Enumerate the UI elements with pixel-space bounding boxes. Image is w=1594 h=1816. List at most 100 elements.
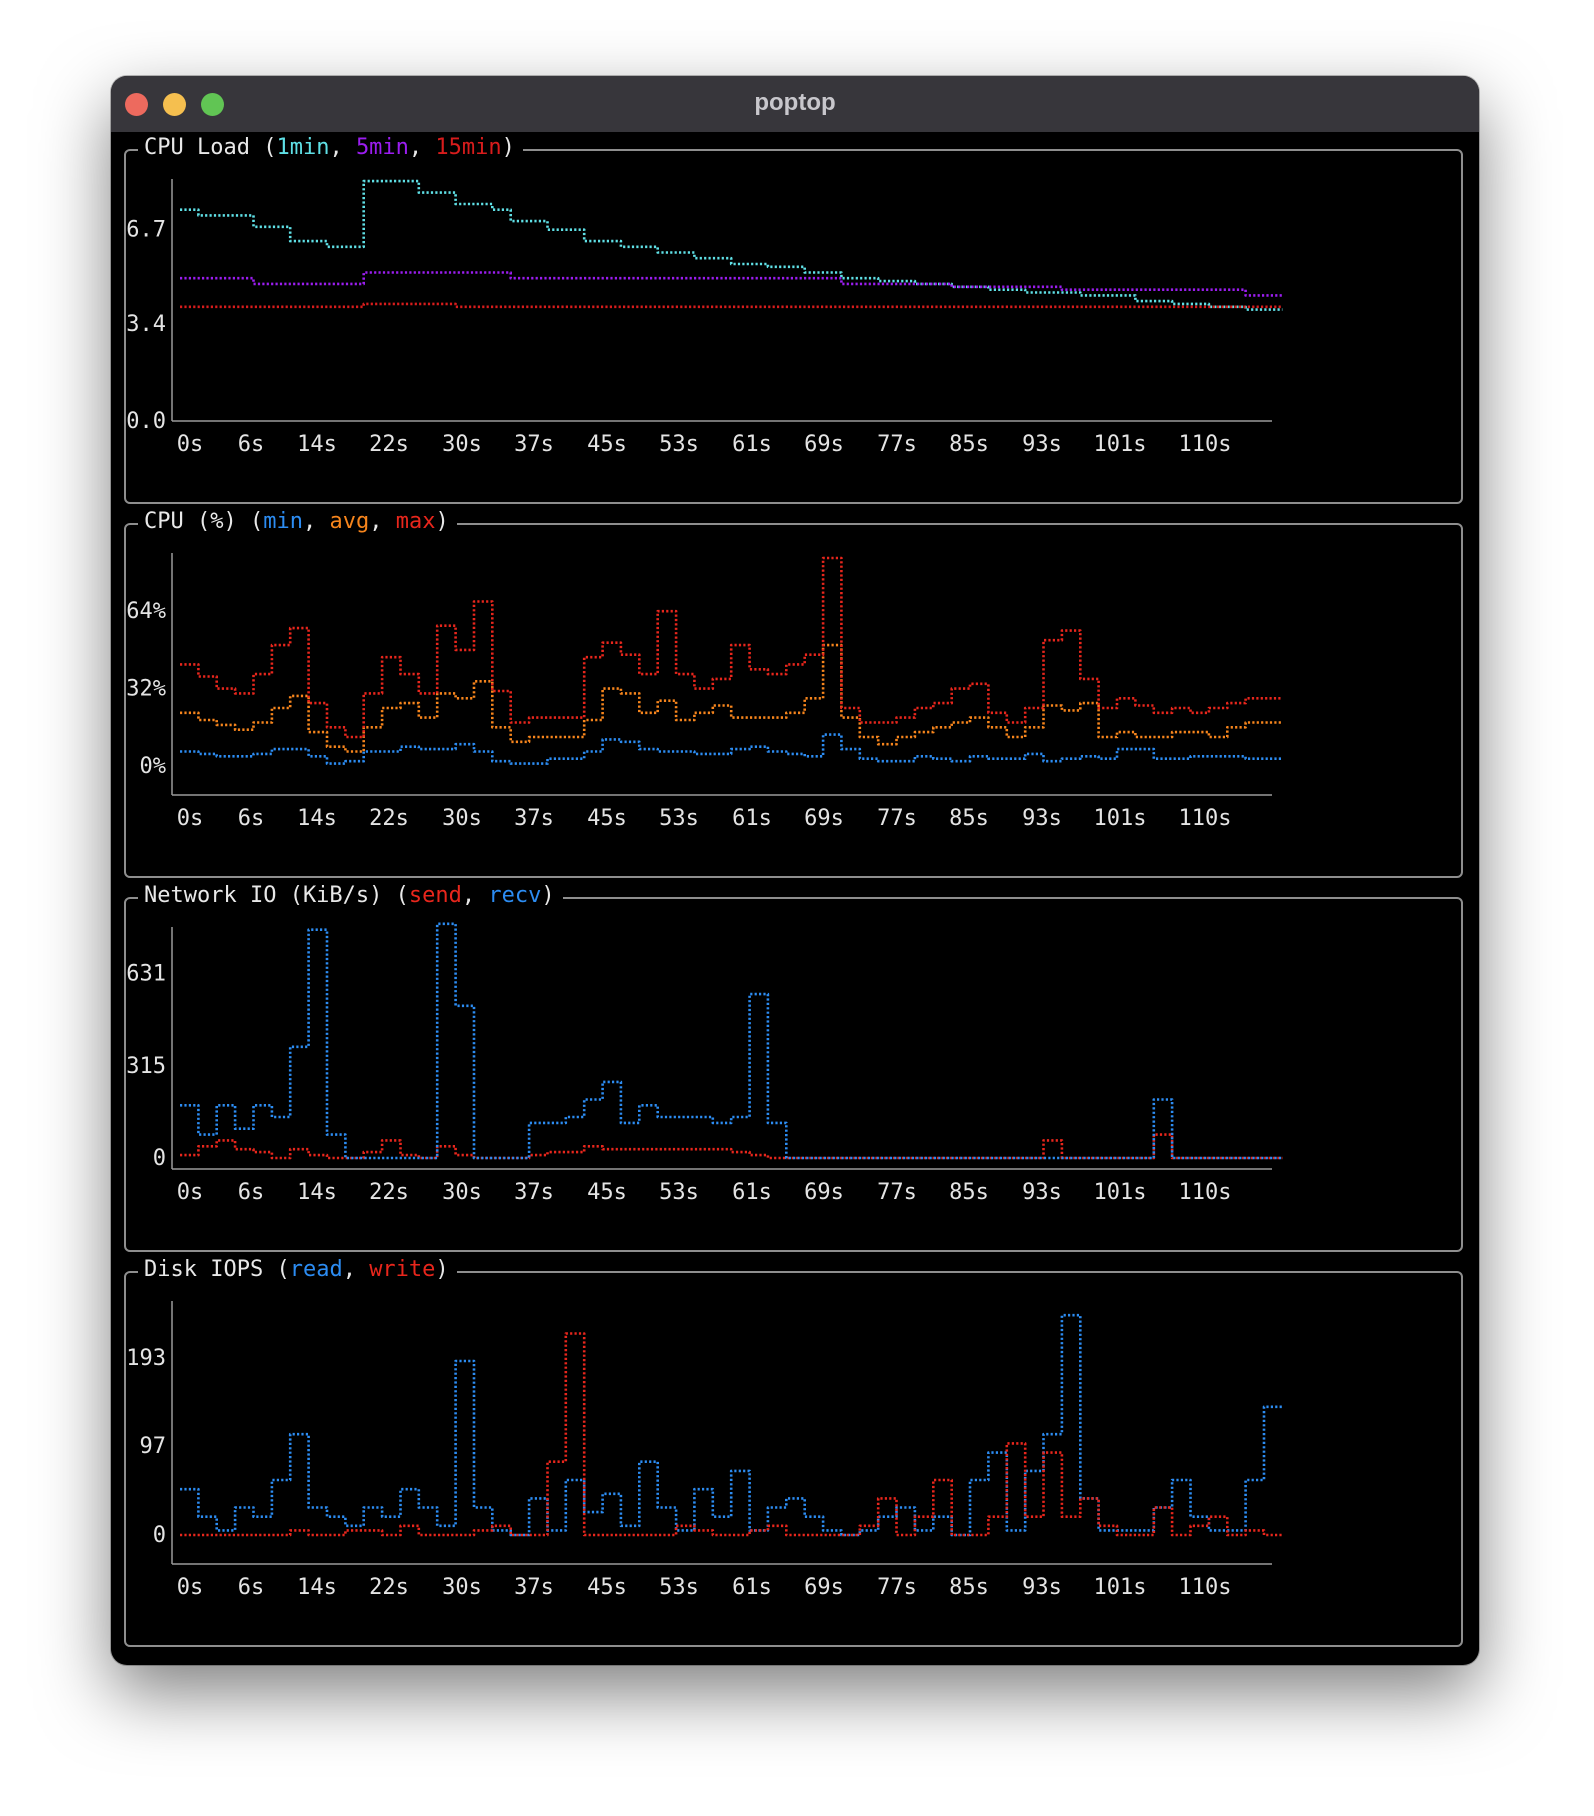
x-tick-label: 101s (1094, 1180, 1147, 1205)
x-tick-label: 37s (514, 432, 554, 457)
panel-cpu-load: CPU Load (1min, 5min, 15min) 0.0 3.4 6.7 0s… (124, 134, 1463, 504)
x-tick-label: 85s (949, 1180, 989, 1205)
x-tick-label: 101s (1094, 432, 1147, 457)
x-tick-label: 53s (659, 1180, 699, 1205)
series-min (180, 733, 1283, 765)
series-1min (180, 179, 1283, 311)
series-15min (180, 302, 1283, 309)
x-tick-label: 61s (732, 432, 772, 457)
series-max (180, 556, 1283, 739)
title-prefix: Disk IOPS ( (144, 1257, 290, 1282)
panel-title: Network IO (KiB/s) (send, recv) (138, 882, 563, 910)
x-tick-label: 85s (949, 432, 989, 457)
series-5min (180, 271, 1283, 297)
y-tick-label: 0.0 (126, 409, 166, 434)
x-tick-label: 6s (238, 806, 265, 831)
x-tick-label: 101s (1094, 1575, 1147, 1600)
x-tick-label: 14s (297, 1575, 337, 1600)
x-tick-label: 101s (1094, 806, 1147, 831)
x-tick-label: 45s (587, 806, 627, 831)
x-tick-label: 0s (177, 1180, 204, 1205)
panel-disk-iops: Disk IOPS (read, write) 0 97 193 0s 6s 14s 22s… (124, 1256, 1463, 1647)
x-tick-label: 110s (1179, 1180, 1232, 1205)
legend-max: max (395, 509, 436, 534)
x-tick-label: 0s (177, 432, 204, 457)
x-tick-label: 69s (804, 806, 844, 831)
y-tick-label: 32% (126, 677, 166, 702)
x-tick-label: 93s (1022, 432, 1062, 457)
x-tick-label: 14s (297, 806, 337, 831)
y-tick-label: 0% (140, 754, 167, 779)
x-tick-label: 6s (238, 1575, 265, 1600)
legend-5min: 5min (355, 135, 409, 160)
x-tick-label: 45s (587, 1180, 627, 1205)
minimize-button[interactable] (163, 93, 186, 116)
x-tick-label: 37s (514, 1180, 554, 1205)
panel-border (124, 523, 1463, 878)
x-tick-label: 37s (514, 1575, 554, 1600)
title-suffix: ) (541, 883, 555, 908)
y-tick-label: 97 (140, 1434, 167, 1459)
x-tick-label: 93s (1022, 806, 1062, 831)
x-tick-label: 30s (442, 1575, 482, 1600)
x-tick-label: 22s (369, 1575, 409, 1600)
terminal-window: poptop CPU Load (1min, 5min, 15min) 0.0 3… (111, 76, 1479, 1665)
title-prefix: CPU Load ( (144, 135, 277, 160)
close-button[interactable] (125, 93, 148, 116)
title-bar[interactable]: poptop (111, 76, 1479, 132)
series-read (180, 1313, 1283, 1537)
legend-write: write (369, 1257, 436, 1282)
cpu-load-chart: 0.0 3.4 6.7 0s 6s 14s 22s 30s 37s 45s 53s 61s 69s 77s… (126, 179, 1283, 457)
x-tick-label: 93s (1022, 1575, 1062, 1600)
x-tick-label: 53s (659, 1575, 699, 1600)
y-tick-label: 0 (153, 1523, 166, 1548)
panel-border (124, 897, 1463, 1252)
title-suffix: ) (501, 135, 515, 160)
zoom-button[interactable] (201, 93, 224, 116)
legend-1min: 1min (276, 135, 330, 160)
legend-recv: recv (488, 883, 542, 908)
panel-border (124, 1271, 1463, 1647)
title-prefix: CPU (%) ( (144, 509, 264, 534)
y-tick-label: 315 (126, 1054, 166, 1079)
x-tick-label: 30s (442, 806, 482, 831)
disk-iops-chart: 0 97 193 0s 6s 14s 22s 30s 37s 45s 53s 61s 69s 77s 85s… (126, 1301, 1283, 1600)
window-title: poptop (754, 89, 836, 116)
x-tick-label: 22s (369, 806, 409, 831)
x-tick-label: 77s (877, 432, 917, 457)
panels-area: CPU Load (1min, 5min, 15min) 0.0 3.4 6.7 0s… (111, 132, 1479, 1665)
x-tick-label: 0s (177, 806, 204, 831)
panel-title: Disk IOPS (read, write) (138, 1256, 457, 1284)
legend-send: send (408, 883, 462, 908)
y-tick-label: 193 (126, 1346, 166, 1371)
title-prefix: Network IO (KiB/s) ( (144, 883, 409, 908)
x-tick-label: 30s (442, 432, 482, 457)
x-tick-label: 53s (659, 806, 699, 831)
y-tick-label: 631 (126, 961, 166, 986)
x-tick-label: 61s (732, 1180, 772, 1205)
x-tick-label: 22s (369, 432, 409, 457)
x-tick-label: 30s (442, 1180, 482, 1205)
panel-network-io: Network IO (KiB/s) (send, recv) 0 315 631 0… (124, 882, 1463, 1252)
series-write (180, 1332, 1283, 1537)
panel-cpu-percent: CPU (%) (min, avg, max) 0% 32% 64% 0s 6s 14s 2… (124, 508, 1463, 878)
network-io-chart: 0 315 631 0s 6s 14s 22s 30s 37s 45s 53s 61s 69s 77s 85… (126, 922, 1283, 1205)
series-recv (180, 922, 1283, 1160)
x-tick-label: 69s (804, 1575, 844, 1600)
legend-avg: avg (329, 509, 370, 534)
title-suffix: ) (435, 509, 449, 534)
title-suffix: ) (435, 1257, 449, 1282)
x-tick-label: 69s (804, 432, 844, 457)
panel-border (124, 149, 1463, 504)
y-tick-label: 64% (126, 599, 166, 624)
panel-title: CPU Load (1min, 5min, 15min) (138, 134, 523, 162)
x-tick-label: 53s (659, 432, 699, 457)
x-tick-label: 61s (732, 1575, 772, 1600)
x-tick-label: 93s (1022, 1180, 1062, 1205)
x-tick-label: 110s (1179, 806, 1232, 831)
x-tick-label: 77s (877, 1180, 917, 1205)
y-tick-label: 0 (153, 1146, 166, 1171)
x-tick-label: 14s (297, 1180, 337, 1205)
x-tick-label: 0s (177, 1575, 204, 1600)
x-tick-label: 77s (877, 806, 917, 831)
